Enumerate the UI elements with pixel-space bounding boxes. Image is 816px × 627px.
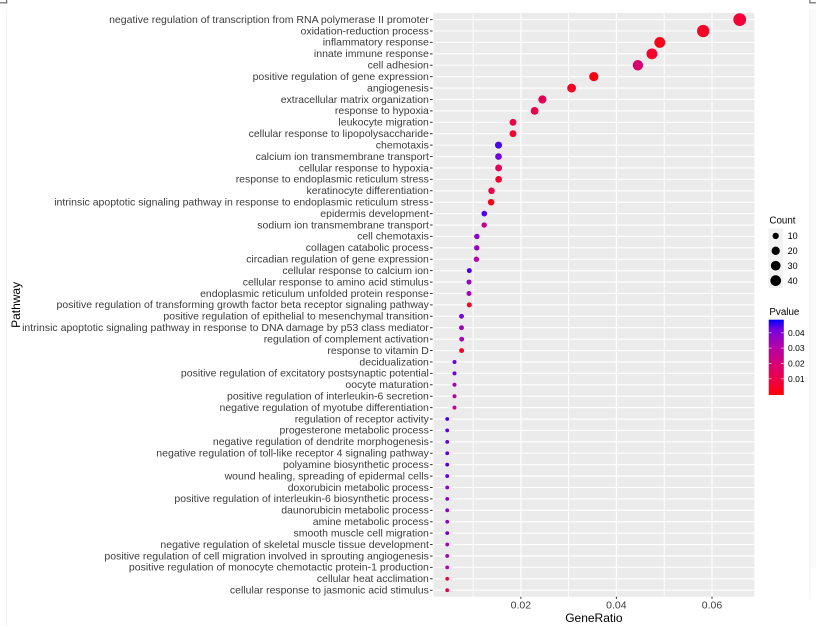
svg-text:negative regulation of myotube: negative regulation of myotube different… [220, 402, 430, 414]
svg-text:epidermis development: epidermis development [320, 208, 429, 220]
svg-text:positive regulation of transfo: positive regulation of transforming grow… [57, 299, 430, 311]
svg-text:amine metabolic process: amine metabolic process [313, 516, 429, 528]
svg-text:0.02: 0.02 [511, 599, 532, 611]
svg-text:circadian regulation of gene e: circadian regulation of gene expression [246, 254, 429, 266]
svg-text:30: 30 [788, 261, 798, 271]
svg-text:negative regulation of dendrit: negative regulation of dendrite morphoge… [213, 436, 429, 448]
svg-text:intrinsic apoptotic signaling: intrinsic apoptotic signaling pathway in… [54, 196, 429, 208]
svg-text:polyamine biosynthetic process: polyamine biosynthetic process [283, 459, 429, 471]
svg-text:Count: Count [769, 215, 795, 226]
svg-text:decidualization: decidualization [359, 356, 429, 368]
svg-text:positive regulation of interle: positive regulation of interleukin-6 sec… [227, 391, 429, 403]
svg-text:oocyte maturation: oocyte maturation [345, 379, 429, 391]
svg-text:progesterone metabolic process: progesterone metabolic process [280, 425, 429, 437]
svg-text:cell adhesion: cell adhesion [368, 60, 429, 72]
svg-text:response to endoplasmic reticu: response to endoplasmic reticulum stress [236, 174, 429, 186]
svg-text:response to vitamin D: response to vitamin D [327, 345, 429, 357]
svg-text:cell chemotaxis: cell chemotaxis [357, 231, 429, 243]
svg-text:cellular heat acclimation: cellular heat acclimation [317, 573, 429, 585]
svg-text:10: 10 [788, 231, 798, 241]
svg-text:keratinocyte differentiation: keratinocyte differentiation [307, 185, 430, 197]
svg-text:Pvalue: Pvalue [769, 307, 800, 318]
svg-text:inflammatory response: inflammatory response [323, 37, 429, 49]
svg-text:negative regulation of transcr: negative regulation of transcription fro… [109, 14, 429, 26]
svg-text:40: 40 [788, 276, 798, 286]
svg-text:positive regulation of monocyt: positive regulation of monocyte chemotac… [129, 562, 429, 574]
svg-text:intrinsic apoptotic signaling: intrinsic apoptotic signaling pathway in… [22, 322, 429, 334]
svg-text:daunorubicin metabolic process: daunorubicin metabolic process [281, 505, 429, 517]
svg-text:oxidation-reduction process: oxidation-reduction process [301, 25, 429, 37]
svg-text:sodium ion transmembrane trans: sodium ion transmembrane transport [257, 219, 429, 231]
svg-text:positive regulation of epithel: positive regulation of epithelial to mes… [163, 311, 429, 323]
svg-text:leukocyte migration: leukocyte migration [338, 117, 429, 129]
svg-text:doxorubicin metabolic process: doxorubicin metabolic process [288, 482, 429, 494]
svg-text:cellular response to hypoxia: cellular response to hypoxia [299, 162, 429, 174]
svg-text:smooth muscle cell migration: smooth muscle cell migration [294, 527, 430, 539]
svg-text:0.01: 0.01 [788, 374, 805, 384]
svg-text:GeneRatio: GeneRatio [565, 611, 623, 625]
svg-text:wound healing, spreading of ep: wound healing, spreading of epidermal ce… [224, 470, 429, 482]
svg-text:regulation of receptor activit: regulation of receptor activity [295, 413, 430, 425]
svg-text:0.04: 0.04 [606, 599, 627, 611]
svg-text:0.06: 0.06 [702, 599, 723, 611]
svg-text:0.03: 0.03 [788, 343, 805, 353]
svg-text:collagen catabolic process: collagen catabolic process [306, 242, 429, 254]
svg-text:positive regulation of cell mi: positive regulation of cell migration in… [104, 550, 429, 562]
svg-text:extracellular matrix organizat: extracellular matrix organization [281, 94, 429, 106]
svg-text:angiogenesis: angiogenesis [367, 82, 429, 94]
svg-text:positive regulation of excitat: positive regulation of excitatory postsy… [181, 368, 429, 380]
svg-text:positive regulation of interle: positive regulation of interleukin-6 bio… [174, 493, 429, 505]
svg-text:cellular response to lipopolys: cellular response to lipopolysaccharide [249, 128, 429, 140]
svg-text:endoplasmic reticulum unfolded: endoplasmic reticulum unfolded protein r… [200, 288, 429, 300]
svg-text:positive regulation of gene ex: positive regulation of gene expression [253, 71, 429, 83]
svg-text:response to hypoxia: response to hypoxia [335, 105, 429, 117]
svg-text:cellular response to jasmonic: cellular response to jasmonic acid stimu… [230, 585, 429, 597]
svg-text:calcium ion transmembrane tran: calcium ion transmembrane transport [256, 151, 429, 163]
svg-text:innate immune response: innate immune response [314, 48, 429, 60]
svg-text:chemotaxis: chemotaxis [376, 139, 429, 151]
svg-text:Pathway: Pathway [9, 282, 23, 328]
svg-text:0.04: 0.04 [788, 328, 805, 338]
svg-text:regulation of complement activ: regulation of complement activation [264, 333, 429, 345]
svg-text:negative regulation of toll-li: negative regulation of toll-like recepto… [156, 448, 429, 460]
svg-text:negative regulation of skeleta: negative regulation of skeletal muscle t… [160, 539, 429, 551]
svg-text:cellular response to calcium i: cellular response to calcium ion [282, 265, 429, 277]
svg-text:cellular response to amino aci: cellular response to amino acid stimulus [243, 276, 429, 288]
svg-text:20: 20 [788, 246, 798, 256]
svg-text:0.02: 0.02 [788, 359, 805, 369]
